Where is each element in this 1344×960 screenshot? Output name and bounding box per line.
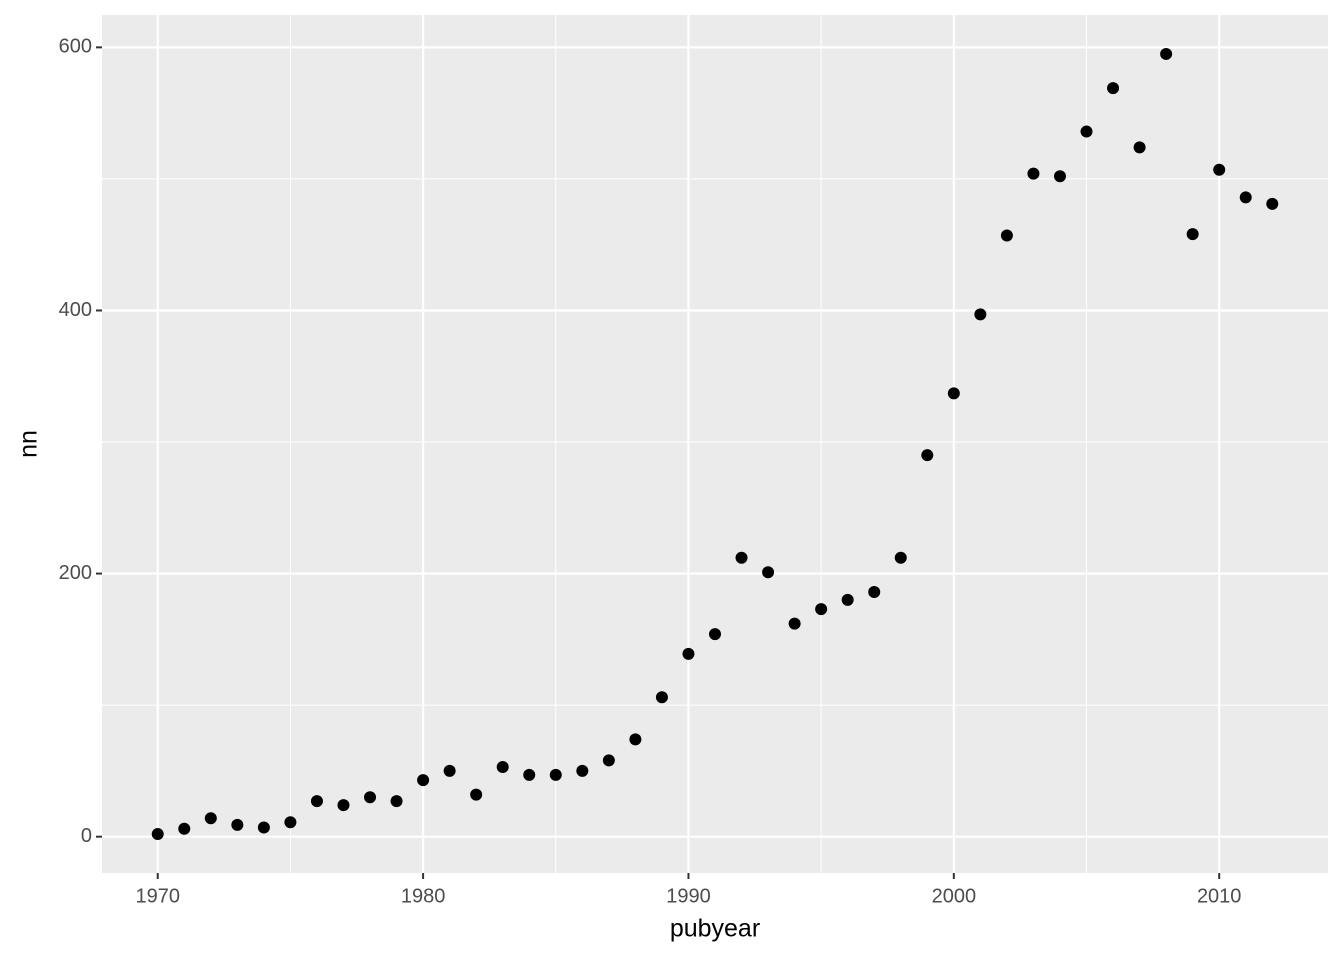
point xyxy=(152,828,164,840)
y-tick-label: 400 xyxy=(59,299,92,321)
point xyxy=(762,566,774,578)
x-tick-label: 2000 xyxy=(932,885,977,907)
point xyxy=(178,823,190,835)
chart: pubyear nn 0 200 400 600 1970 1980 1990 2000 201… xyxy=(0,0,1344,960)
point xyxy=(948,387,960,399)
point xyxy=(656,691,668,703)
point xyxy=(576,765,588,777)
point xyxy=(815,603,827,615)
point xyxy=(284,816,296,828)
point xyxy=(1240,191,1252,203)
point xyxy=(895,552,907,564)
point xyxy=(311,795,323,807)
x-tick-label: 1970 xyxy=(135,885,180,907)
point xyxy=(1081,126,1093,138)
point xyxy=(364,791,376,803)
point xyxy=(709,628,721,640)
x-tick-label: 2010 xyxy=(1197,885,1242,907)
point xyxy=(736,552,748,564)
point xyxy=(523,769,535,781)
y-axis-title: nn xyxy=(15,430,43,458)
point xyxy=(1134,141,1146,153)
point xyxy=(974,308,986,320)
x-axis-title: pubyear xyxy=(670,915,760,943)
point xyxy=(629,733,641,745)
point xyxy=(1213,164,1225,176)
y-tick-label: 200 xyxy=(59,562,92,584)
point xyxy=(337,799,349,811)
point xyxy=(1001,229,1013,241)
point xyxy=(1187,228,1199,240)
point xyxy=(205,812,217,824)
point xyxy=(789,618,801,630)
point xyxy=(603,754,615,766)
point xyxy=(497,761,509,773)
point xyxy=(550,769,562,781)
point xyxy=(1160,48,1172,60)
y-tick-label: 600 xyxy=(59,36,92,58)
point xyxy=(682,648,694,660)
y-tick-label: 0 xyxy=(81,825,92,847)
point xyxy=(231,819,243,831)
point xyxy=(1107,82,1119,94)
x-tick-label: 1990 xyxy=(666,885,711,907)
point xyxy=(921,449,933,461)
point xyxy=(842,594,854,606)
point xyxy=(868,586,880,598)
point xyxy=(444,765,456,777)
point xyxy=(1054,170,1066,182)
point xyxy=(417,774,429,786)
point xyxy=(258,821,270,833)
point xyxy=(1027,168,1039,180)
point xyxy=(470,789,482,801)
x-tick-label: 1980 xyxy=(401,885,446,907)
point xyxy=(391,795,403,807)
point xyxy=(1266,198,1278,210)
